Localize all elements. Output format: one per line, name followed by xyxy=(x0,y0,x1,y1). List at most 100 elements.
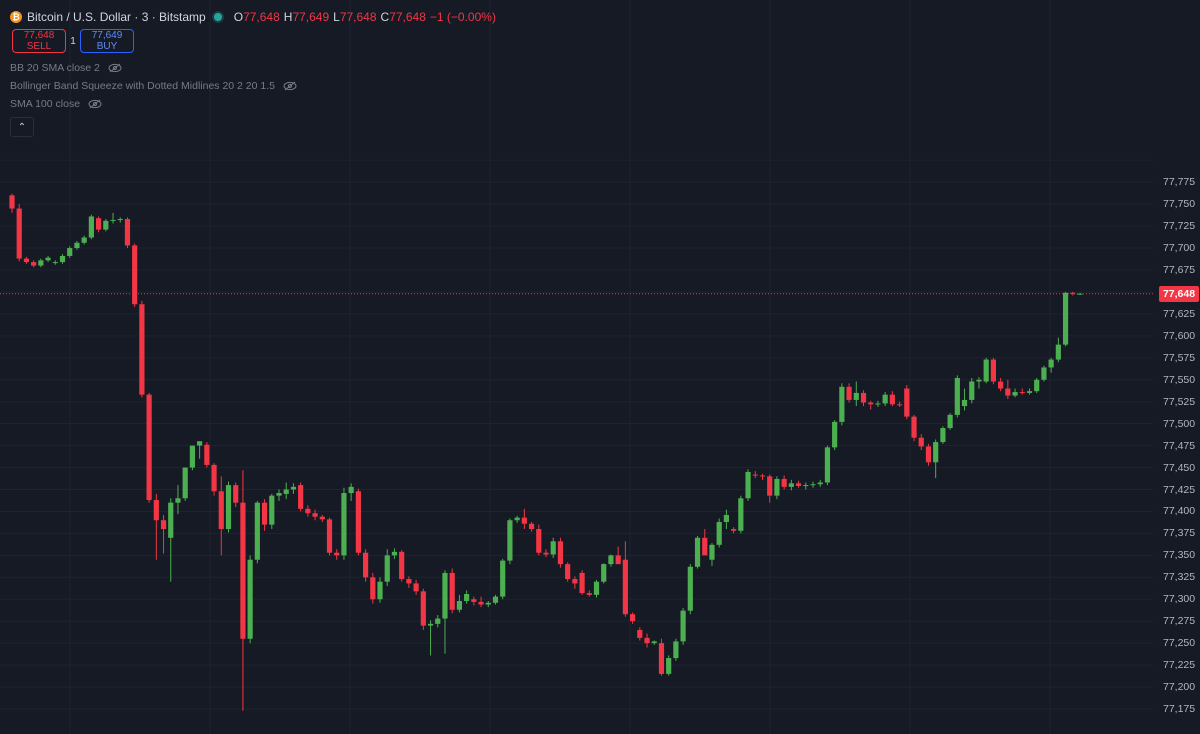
candle[interactable] xyxy=(543,549,549,558)
candle[interactable] xyxy=(767,474,773,503)
candle[interactable] xyxy=(500,558,506,600)
candle[interactable] xyxy=(904,385,910,420)
candle[interactable] xyxy=(233,482,239,508)
candle[interactable] xyxy=(427,620,434,656)
candle[interactable] xyxy=(319,514,325,522)
candle[interactable] xyxy=(810,481,816,488)
candle[interactable] xyxy=(348,483,354,501)
candle[interactable] xyxy=(687,564,693,615)
candle[interactable] xyxy=(752,471,758,479)
candle[interactable] xyxy=(629,612,636,624)
candle[interactable] xyxy=(716,518,722,548)
candle[interactable] xyxy=(370,572,376,604)
candle[interactable] xyxy=(290,483,297,494)
candle[interactable] xyxy=(283,482,289,500)
eye-crossed-icon[interactable] xyxy=(88,99,102,109)
candle[interactable] xyxy=(1048,357,1054,373)
candle[interactable] xyxy=(399,550,405,582)
candle[interactable] xyxy=(298,482,304,512)
sell-button[interactable]: 77,648 SELL xyxy=(12,29,66,53)
candle[interactable] xyxy=(456,594,463,613)
candle[interactable] xyxy=(882,392,888,407)
candle[interactable] xyxy=(59,254,66,264)
candle[interactable] xyxy=(832,420,838,450)
indicator-bb-squeeze[interactable]: Bollinger Band Squeeze with Dotted Midli… xyxy=(10,77,496,95)
candle[interactable] xyxy=(74,241,80,250)
candle[interactable] xyxy=(954,375,960,418)
candle[interactable] xyxy=(709,543,715,566)
candle[interactable] xyxy=(1034,377,1040,393)
candle[interactable] xyxy=(521,508,527,530)
candle[interactable] xyxy=(492,594,499,605)
candle[interactable] xyxy=(391,548,398,559)
candle[interactable] xyxy=(435,615,441,628)
candle[interactable] xyxy=(305,505,311,517)
candle[interactable] xyxy=(723,509,730,530)
candle[interactable] xyxy=(933,439,939,479)
candle[interactable] xyxy=(211,463,217,496)
candle[interactable] xyxy=(702,529,708,556)
candle[interactable] xyxy=(146,392,152,503)
candle[interactable] xyxy=(774,476,780,500)
eye-crossed-icon[interactable] xyxy=(283,81,297,91)
candle[interactable] xyxy=(406,576,412,588)
candle[interactable] xyxy=(153,493,159,560)
candle[interactable] xyxy=(528,521,535,532)
candle[interactable] xyxy=(254,500,260,564)
candlestick-series[interactable] xyxy=(9,193,1083,711)
candle[interactable] xyxy=(940,426,946,444)
candle[interactable] xyxy=(911,414,917,442)
candle[interactable] xyxy=(312,509,318,521)
candle[interactable] xyxy=(362,549,369,582)
candle[interactable] xyxy=(868,400,874,410)
candle[interactable] xyxy=(788,479,794,491)
candle[interactable] xyxy=(593,579,600,598)
candle[interactable] xyxy=(615,546,621,565)
candle[interactable] xyxy=(81,235,87,245)
candle[interactable] xyxy=(947,413,953,430)
candle[interactable] xyxy=(95,216,102,233)
candle[interactable] xyxy=(1055,337,1061,363)
candle[interactable] xyxy=(550,537,556,558)
candle[interactable] xyxy=(247,555,253,644)
candle[interactable] xyxy=(565,562,571,582)
candle[interactable] xyxy=(182,467,188,501)
candle[interactable] xyxy=(1012,388,1018,398)
candle[interactable] xyxy=(117,217,123,223)
candle[interactable] xyxy=(998,377,1004,392)
candle[interactable] xyxy=(160,514,167,554)
candle[interactable] xyxy=(38,258,44,268)
candle[interactable] xyxy=(1077,292,1083,295)
candle[interactable] xyxy=(103,219,109,232)
candle[interactable] xyxy=(168,498,174,582)
candle[interactable] xyxy=(449,568,455,614)
candle[interactable] xyxy=(846,383,852,403)
candle[interactable] xyxy=(694,536,701,569)
candle[interactable] xyxy=(680,608,686,645)
candle[interactable] xyxy=(124,217,131,249)
candle[interactable] xyxy=(1005,379,1011,400)
candle[interactable] xyxy=(507,518,513,565)
candle[interactable] xyxy=(88,214,94,240)
candle[interactable] xyxy=(261,499,268,531)
symbol-title[interactable]: Bitcoin / U.S. Dollar · 3 · Bitstamp xyxy=(27,10,206,24)
candle[interactable] xyxy=(197,441,203,459)
candle[interactable] xyxy=(377,577,383,603)
candle[interactable] xyxy=(925,443,932,466)
candle[interactable] xyxy=(824,445,831,486)
candle[interactable] xyxy=(189,445,196,471)
candle[interactable] xyxy=(795,480,802,488)
candle[interactable] xyxy=(204,442,210,468)
candle[interactable] xyxy=(485,601,491,608)
candle[interactable] xyxy=(442,570,448,654)
candle[interactable] xyxy=(269,493,275,530)
candle[interactable] xyxy=(586,590,592,597)
candle[interactable] xyxy=(918,434,924,450)
candle[interactable] xyxy=(384,549,390,587)
candle[interactable] xyxy=(673,638,679,661)
eye-crossed-icon[interactable] xyxy=(108,63,122,73)
candle[interactable] xyxy=(853,381,859,407)
candle[interactable] xyxy=(67,246,73,258)
candle[interactable] xyxy=(355,488,361,556)
